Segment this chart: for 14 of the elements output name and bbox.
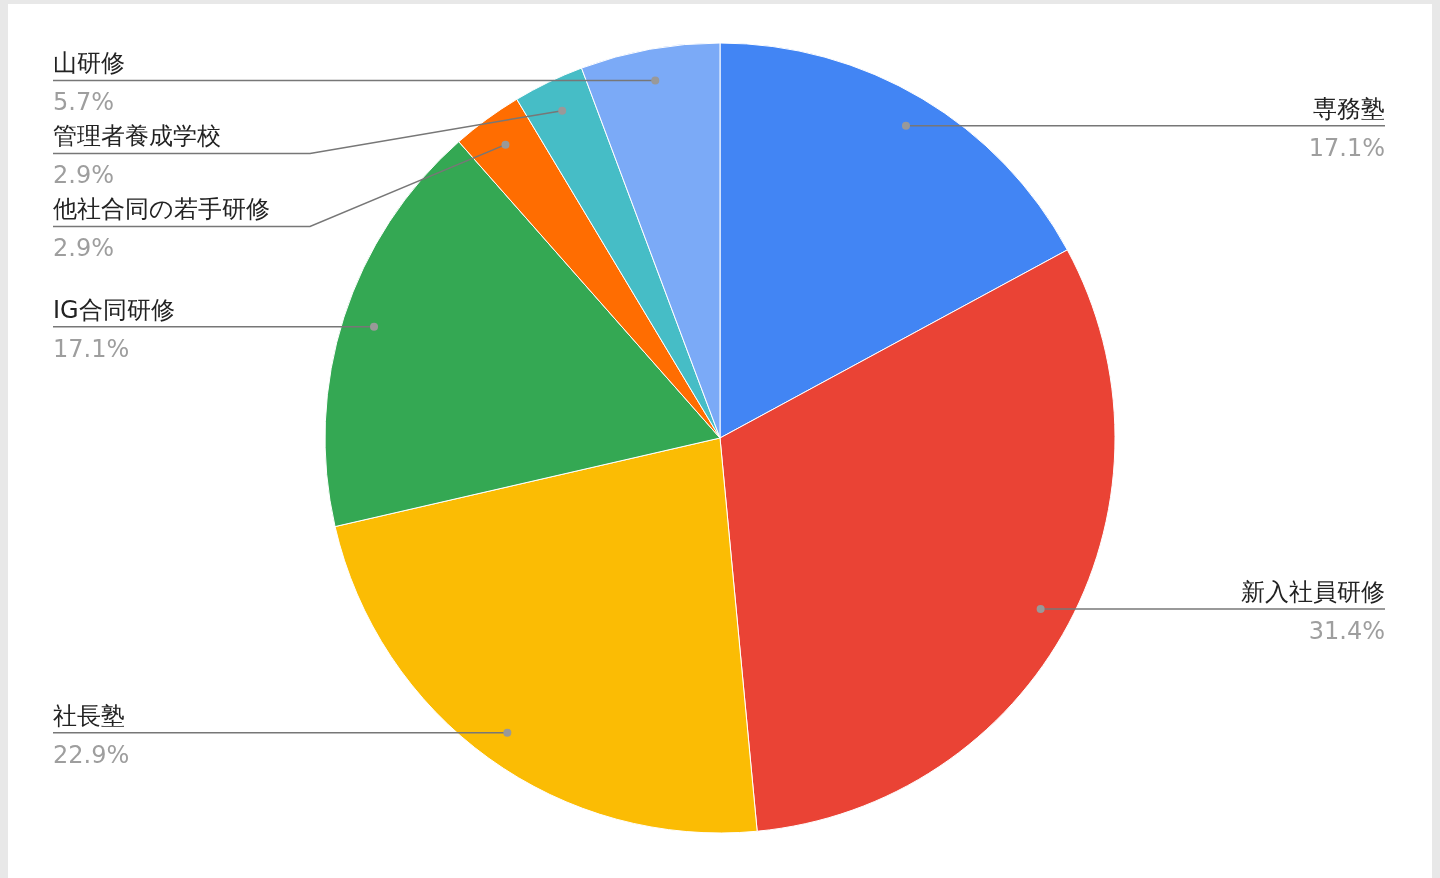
data-label: 5.7% bbox=[53, 88, 114, 117]
data-label: 17.1% bbox=[53, 334, 130, 363]
slice-label: 新入社員研修 bbox=[1241, 578, 1385, 607]
slice-label: 専務塾 bbox=[1313, 94, 1385, 123]
data-label: 2.9% bbox=[53, 161, 114, 190]
slice-label: 他社合同の若手研修 bbox=[53, 195, 270, 224]
slice-label: 山研修 bbox=[53, 49, 125, 78]
slice-label: 管理者養成学校 bbox=[53, 122, 221, 151]
slice-label: IG合同研修 bbox=[53, 295, 175, 324]
slice-label: 社長塾 bbox=[53, 701, 125, 730]
data-label: 17.1% bbox=[1308, 133, 1385, 162]
data-label: 2.9% bbox=[53, 234, 114, 263]
data-label: 22.9% bbox=[53, 740, 130, 769]
data-label: 31.4% bbox=[1308, 617, 1385, 646]
